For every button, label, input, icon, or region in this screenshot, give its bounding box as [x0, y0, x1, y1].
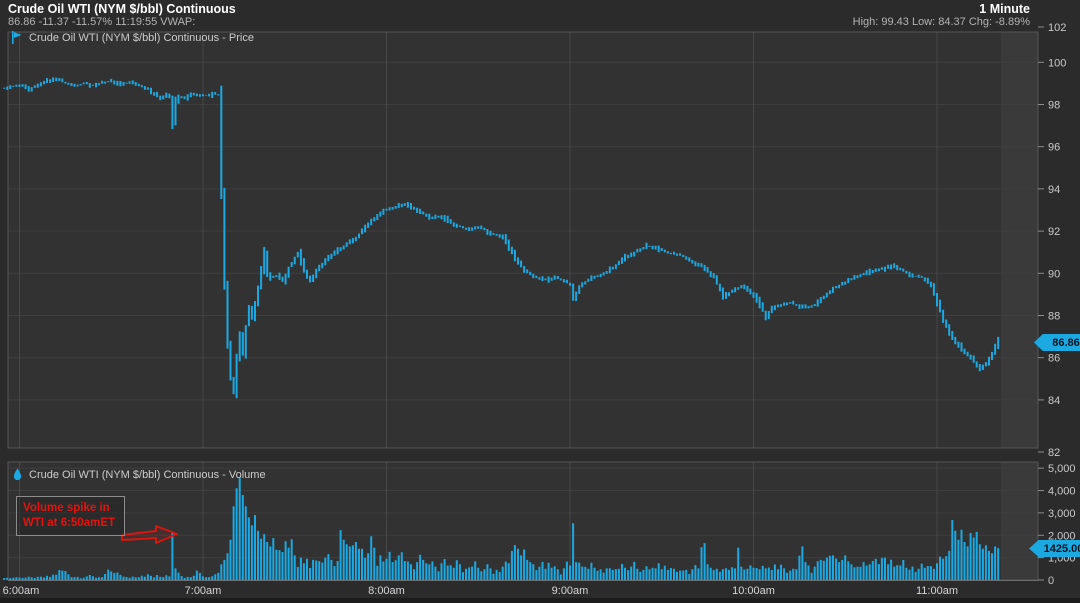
price-axis-tick-label: 84: [1048, 395, 1060, 407]
annotation-arrow: [121, 525, 178, 544]
time-axis-tick-label: 8:00am: [368, 585, 405, 597]
price-axis-tick-label: 92: [1048, 226, 1060, 238]
price-panel[interactable]: [8, 32, 1038, 448]
last-price-value: 86.86: [1052, 336, 1080, 349]
annotation-line2: WTI at 6:50amET: [23, 517, 116, 529]
volume-axis-tick-label: 5,000: [1048, 463, 1076, 475]
price-axis-tick-label: 94: [1048, 184, 1060, 196]
annotation-line1: Volume spike in: [23, 502, 110, 514]
annotation-arrow-shape[interactable]: [121, 525, 178, 544]
volume-axis-tick-label: 3,000: [1048, 508, 1076, 520]
price-axis-tick-label: 82: [1048, 447, 1060, 459]
price-axis-tick-label: 86: [1048, 353, 1060, 365]
window-bottom-edge: [0, 598, 1080, 603]
quote-summary: 86.86 -11.37 -11.57% 11:19:55 VWAP:: [8, 16, 196, 28]
volume-series-droplet-icon: [13, 468, 22, 481]
volume-axis-tick-label: 2,000: [1048, 530, 1076, 542]
volume-axis-tick-label: 4,000: [1048, 486, 1076, 498]
last-price-badge: 86.86: [1034, 334, 1080, 351]
price-bars: [3, 77, 1000, 399]
annotation-callout[interactable]: Volume spike in WTI at 6:50amET: [16, 496, 125, 536]
price-axis-tick-label: 98: [1048, 100, 1060, 112]
volume-legend: Crude Oil WTI (NYM $/bbl) Continuous - V…: [12, 468, 266, 481]
price-y-axis: 102 100 98 96 94 92 90 88 86 84 82: [1038, 22, 1066, 459]
last-volume-badge: 1425.00: [1029, 540, 1080, 557]
volume-bars: [3, 477, 1000, 580]
time-axis-tick-label: 7:00am: [185, 585, 222, 597]
price-legend: Crude Oil WTI (NYM $/bbl) Continuous - P…: [12, 31, 254, 44]
price-axis-tick-label: 88: [1048, 311, 1060, 323]
chart-title: Crude Oil WTI (NYM $/bbl) Continuous: [8, 2, 236, 16]
price-series-flag-icon: [12, 31, 22, 44]
time-axis-tick-label: 9:00am: [552, 585, 589, 597]
future-band: [1001, 32, 1038, 580]
price-axis-tick-label: 102: [1048, 22, 1066, 34]
time-axis-tick-label: 11:00am: [916, 585, 958, 597]
price-axis-tick-label: 96: [1048, 142, 1060, 154]
price-legend-label: Crude Oil WTI (NYM $/bbl) Continuous - P…: [29, 31, 254, 44]
volume-panel[interactable]: [8, 462, 1038, 580]
volume-legend-label: Crude Oil WTI (NYM $/bbl) Continuous - V…: [29, 468, 266, 481]
price-axis-tick-label: 100: [1048, 57, 1066, 69]
interval-label: 1 Minute: [979, 2, 1030, 16]
time-x-axis: 6:00am 7:00am 8:00am 9:00am 10:00am 11:00am: [3, 585, 958, 597]
volume-axis-tick-label: 0: [1048, 575, 1054, 587]
time-axis-tick-label: 10:00am: [732, 585, 775, 597]
range-stats: High: 99.43 Low: 84.37 Chg: -8.89%: [852, 16, 1030, 28]
panel-borders: [7, 31, 1039, 581]
time-axis-tick-label: 6:00am: [3, 585, 40, 597]
price-axis-tick-label: 90: [1048, 268, 1060, 280]
last-volume-value: 1425.00: [1043, 542, 1080, 555]
gridlines: [8, 32, 1038, 580]
